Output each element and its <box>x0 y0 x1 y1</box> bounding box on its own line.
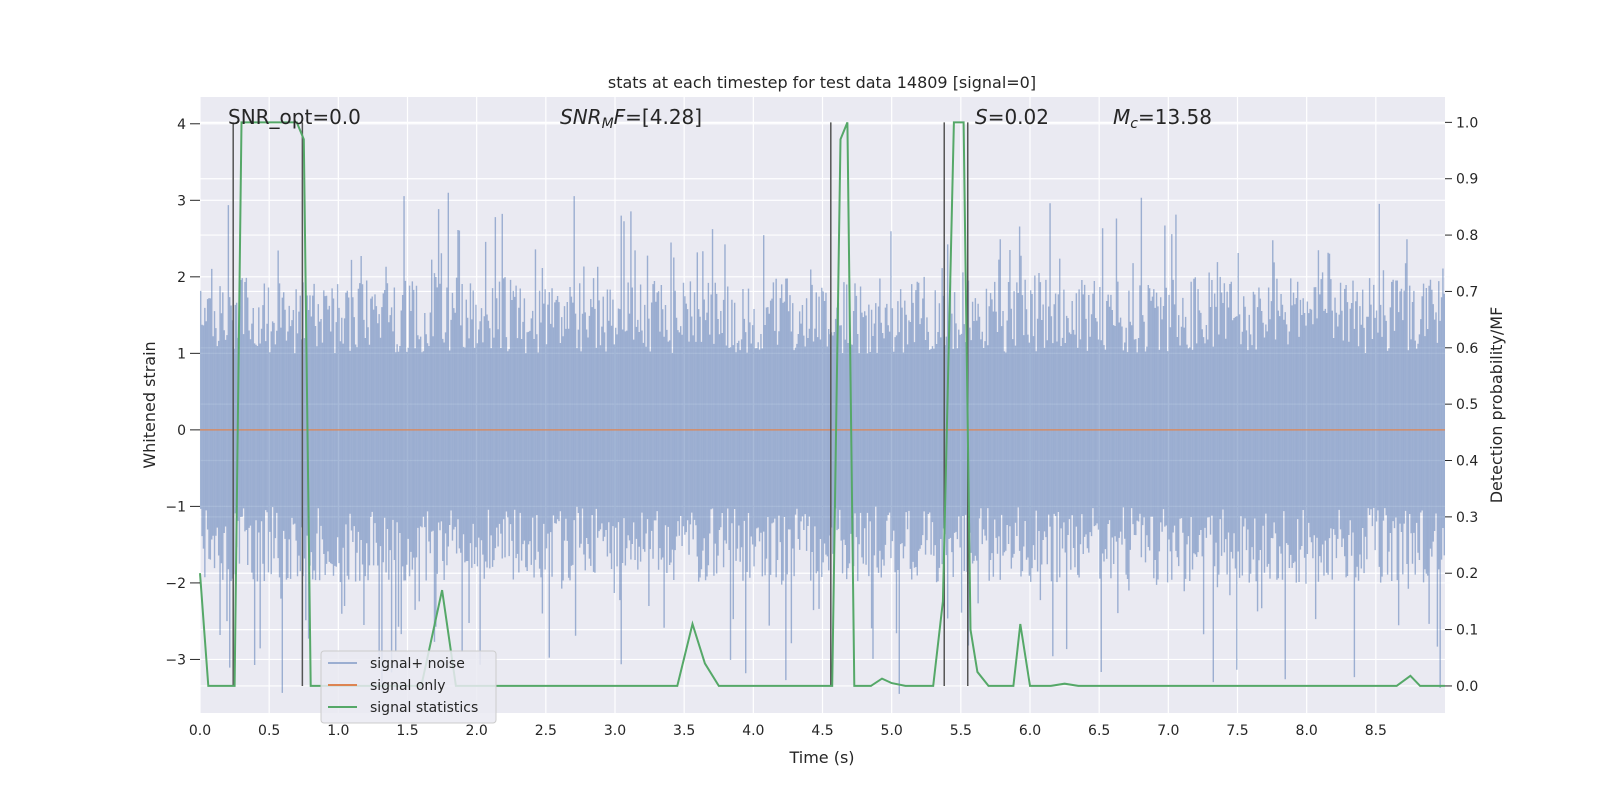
snr-mf-rest-italic: F <box>614 105 626 129</box>
y-tick-label: −2 <box>165 576 186 592</box>
y-tick-label: −3 <box>165 652 186 668</box>
x-tick-label: 1.0 <box>327 723 349 739</box>
x-tick-label: 3.0 <box>604 723 626 739</box>
x-tick-label: 8.5 <box>1365 723 1387 739</box>
y2-tick-label: 0.1 <box>1456 623 1478 639</box>
legend-box <box>320 650 497 724</box>
x-tick-label: 4.0 <box>742 723 764 739</box>
x-tick-label: 0.5 <box>258 723 280 739</box>
y2-tick-label: 0.8 <box>1456 228 1478 244</box>
y2-tick-labels: 1.0 0.9 0.8 0.7 0.6 0.5 0.4 0.3 0.2 0.1 0.0 <box>1445 115 1478 695</box>
x-tick-label: 6.0 <box>1019 723 1041 739</box>
s-main: S <box>975 105 988 129</box>
legend-label-signal-noise: signal+ noise <box>370 656 465 672</box>
y2-tick-label: 0.7 <box>1456 284 1478 300</box>
x-axis-label: Time (s) <box>788 748 854 767</box>
x-tick-label: 4.5 <box>811 723 833 739</box>
y-axis-label: Whitened strain <box>140 341 159 468</box>
legend-label-signal-statistics: signal statistics <box>370 700 478 716</box>
vertical-markers <box>232 122 969 686</box>
y-tick-label: 2 <box>177 270 186 286</box>
signal-noise-series <box>199 192 1446 694</box>
mc-main: M <box>1113 105 1130 129</box>
x-tick-label: 3.5 <box>673 723 695 739</box>
annotation-snr-mf: SNRMF=[4.28] <box>560 105 702 132</box>
x-tick-label: 8.0 <box>1296 723 1318 739</box>
y-tick-label: −1 <box>165 499 186 515</box>
y2-tick-label: 0.9 <box>1456 172 1478 188</box>
x-tick-label: 5.5 <box>950 723 972 739</box>
snr-mf-rest: =[4.28] <box>625 105 702 129</box>
y-tick-label: 1 <box>177 346 186 362</box>
y2-tick-label: 1.0 <box>1456 115 1478 131</box>
legend-label-signal-only: signal only <box>370 678 445 694</box>
annotation-s: S=0.02 <box>975 105 1049 129</box>
mc-rest: =13.58 <box>1138 105 1212 129</box>
y2-tick-label: 0.3 <box>1456 510 1478 526</box>
y-tick-labels: 4 3 2 1 0 −1 −2 −3 <box>165 117 200 668</box>
x-tick-label: 7.5 <box>1226 723 1248 739</box>
x-tick-labels: 0.0 0.5 1.0 1.5 2.0 2.5 3.0 3.5 4.0 4.5 5.0 5.5 6.0 6… <box>189 723 1387 739</box>
y2-tick-label: 0.4 <box>1456 454 1478 470</box>
snr-mf-main: SNR <box>560 105 602 129</box>
annotation-mc: Mc=13.58 <box>1113 105 1212 132</box>
x-tick-label: 2.0 <box>466 723 488 739</box>
y-tick-label: 4 <box>177 117 186 133</box>
x-tick-label: 6.5 <box>1088 723 1110 739</box>
x-tick-label: 2.5 <box>535 723 557 739</box>
chart-title: stats at each timestep for test data 148… <box>608 73 1036 92</box>
mc-sub: c <box>1130 116 1138 132</box>
y2-axis-label: Detection probability/MF <box>1487 307 1506 504</box>
snr-mf-sub: M <box>602 116 614 132</box>
s-rest: =0.02 <box>988 105 1049 129</box>
y-tick-label: 3 <box>177 193 186 209</box>
legend: signal+ noise signal only signal statist… <box>320 650 497 724</box>
y2-tick-label: 0.5 <box>1456 397 1478 413</box>
y2-tick-label: 0.6 <box>1456 341 1478 357</box>
y2-tick-label: 0.0 <box>1456 679 1478 695</box>
y2-tick-label: 0.2 <box>1456 566 1478 582</box>
x-tick-label: 0.0 <box>189 723 211 739</box>
y-tick-label: 0 <box>177 423 186 439</box>
x-tick-label: 5.0 <box>881 723 903 739</box>
annotation-snr-opt: SNR_opt=0.0 <box>228 105 361 129</box>
x-tick-label: 7.0 <box>1157 723 1179 739</box>
x-tick-label: 1.5 <box>396 723 418 739</box>
